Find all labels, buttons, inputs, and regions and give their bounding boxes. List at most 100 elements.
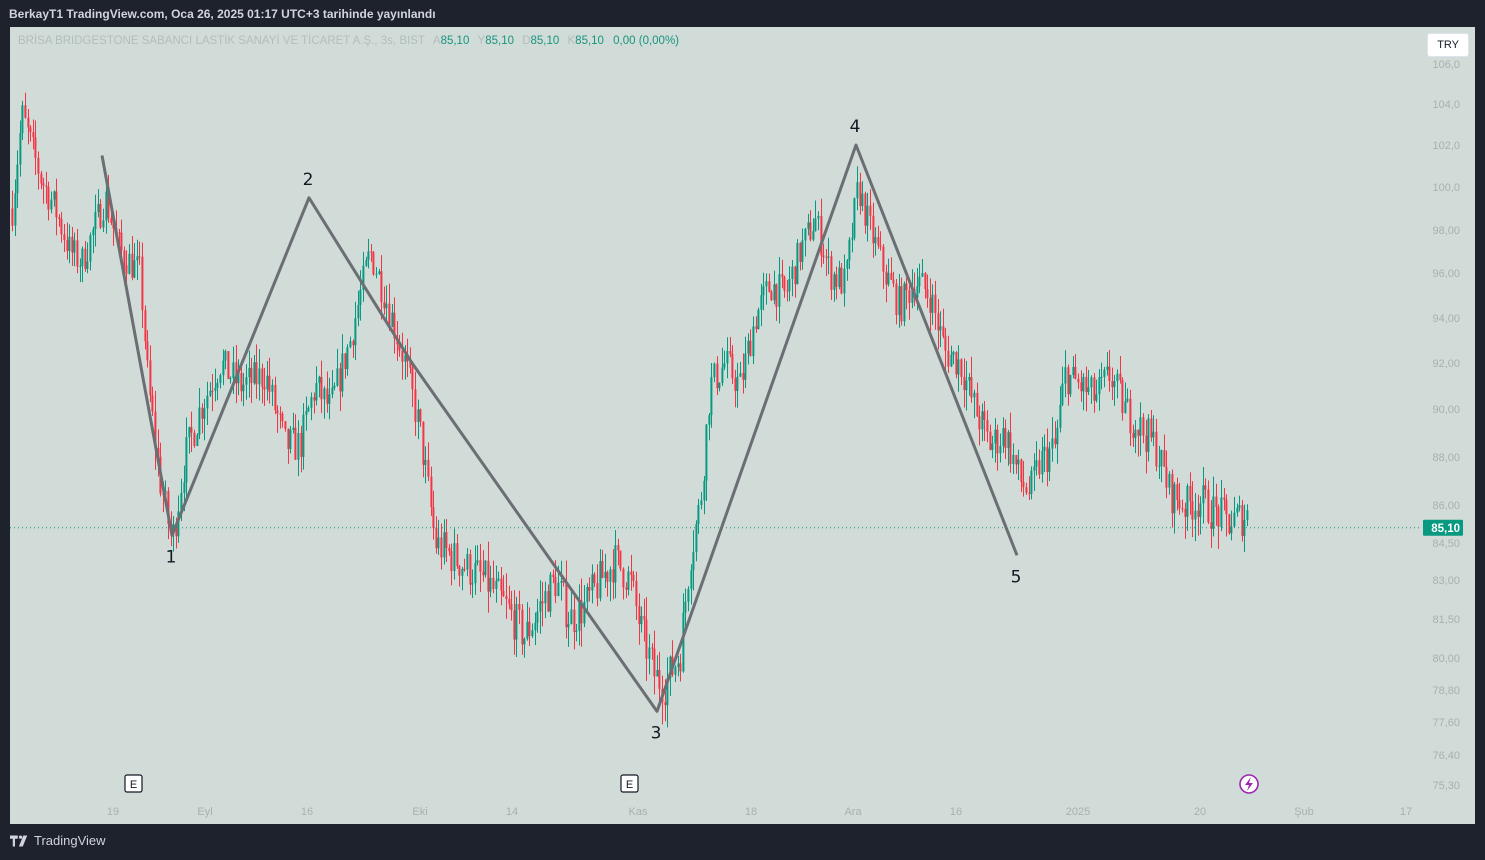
candle-body <box>466 554 469 570</box>
candle-body <box>541 601 544 604</box>
y-axis-tick: 106,0 <box>1432 59 1460 71</box>
candle-body <box>424 459 427 465</box>
earnings-marker[interactable] <box>620 774 639 793</box>
candle-body <box>89 235 92 262</box>
y-axis-tick: 94,00 <box>1432 313 1460 325</box>
candle-body <box>1056 427 1059 445</box>
candle-body <box>710 377 713 416</box>
candle-body <box>612 569 615 583</box>
candle-body <box>180 492 183 512</box>
candle-body <box>1194 510 1197 520</box>
candle-body <box>1204 485 1207 490</box>
candle-body <box>263 386 266 390</box>
candle-body <box>289 429 292 449</box>
candle-body <box>463 568 466 570</box>
candle-body <box>118 232 121 234</box>
wave-label-5: 5 <box>1011 567 1022 587</box>
candle-body <box>1080 382 1083 392</box>
candle-body <box>352 341 355 346</box>
candle-body <box>606 572 609 582</box>
candle-body <box>1100 376 1103 378</box>
candle-body <box>905 283 908 291</box>
currency-button[interactable]: TRY <box>1427 33 1469 57</box>
candle-body <box>614 545 617 583</box>
candle-body <box>333 385 336 388</box>
candle-body <box>201 407 204 419</box>
candle-body <box>547 591 550 612</box>
close-label: K <box>567 35 576 47</box>
candle-body <box>448 547 451 552</box>
wave-label-1: 1 <box>166 547 177 567</box>
candle-body <box>705 424 708 481</box>
candle-body <box>86 261 89 269</box>
candle-body <box>1132 433 1135 438</box>
candle-body <box>435 527 438 549</box>
publish-caption: BerkayT1 TradingView.com, Oca 26, 2025 0… <box>9 7 436 21</box>
candle-body <box>570 609 573 625</box>
candle-body <box>523 638 526 645</box>
candle-body <box>1233 512 1236 527</box>
candle-body <box>684 601 687 613</box>
candle-body <box>978 416 981 430</box>
candle-body <box>27 117 30 128</box>
earnings-marker[interactable] <box>124 774 143 793</box>
candle-body <box>817 215 820 219</box>
candle-body <box>1116 373 1119 382</box>
candle-body <box>404 355 407 362</box>
candle-body <box>300 433 303 457</box>
candle-body <box>1007 432 1010 449</box>
candle-body <box>94 212 97 230</box>
candle-body <box>92 229 95 236</box>
candle-body <box>755 326 758 330</box>
candle-body <box>872 215 875 244</box>
candle-body <box>882 246 885 272</box>
candle-body <box>266 375 269 390</box>
candle-body <box>513 610 516 640</box>
candle-body <box>911 289 914 303</box>
candle-body <box>1184 508 1187 517</box>
candle-body <box>508 598 511 605</box>
candle-body <box>666 677 669 706</box>
candle-body <box>1225 499 1228 515</box>
candle-body <box>380 271 383 303</box>
wave-pattern-line[interactable] <box>100 143 1019 713</box>
candle-body <box>622 568 625 588</box>
candle-body <box>848 239 851 261</box>
candle-body <box>788 278 791 292</box>
candle-body <box>653 648 656 677</box>
candle-body <box>196 434 199 446</box>
candle-body <box>1085 376 1088 393</box>
candle-body <box>497 578 500 581</box>
candle-body <box>742 373 745 380</box>
candle-body <box>820 215 823 256</box>
candle-body <box>812 231 815 240</box>
chart-canvas[interactable]: 1 2 3 4 5 106,0 104,0 102,0 100,0 98,00 96,00 94,00… <box>10 27 1475 824</box>
candle-body <box>575 630 578 632</box>
footer-brand[interactable]: TradingView <box>10 833 106 848</box>
candle-body <box>1061 383 1064 405</box>
candle-body <box>583 601 586 624</box>
candle-body <box>565 582 568 628</box>
candle-body <box>544 591 547 604</box>
y-axis-tick: 104,0 <box>1432 99 1460 111</box>
x-axis-tick: 19 <box>107 806 119 818</box>
candle-body <box>869 205 872 216</box>
candle-body <box>950 354 953 367</box>
candle-body <box>562 581 565 583</box>
candle-body <box>1095 394 1098 401</box>
chart-area[interactable]: 1 2 3 4 5 106,0 104,0 102,0 100,0 98,00 96,00 94,00… <box>10 27 1475 824</box>
candle-body <box>393 312 396 339</box>
candle-body <box>268 375 271 392</box>
y-axis-tick: 78,80 <box>1432 685 1460 697</box>
candle-body <box>510 604 513 611</box>
candle-body <box>786 290 789 292</box>
x-axis-tick: 16 <box>301 806 313 818</box>
candle-body <box>749 340 752 357</box>
candle-body <box>211 390 214 392</box>
candle-body <box>274 384 277 411</box>
candle-body <box>500 578 503 591</box>
earnings-marker-label: E <box>626 779 633 791</box>
candle-body <box>443 532 446 558</box>
candle-body <box>66 240 69 251</box>
candle-body <box>825 257 828 259</box>
